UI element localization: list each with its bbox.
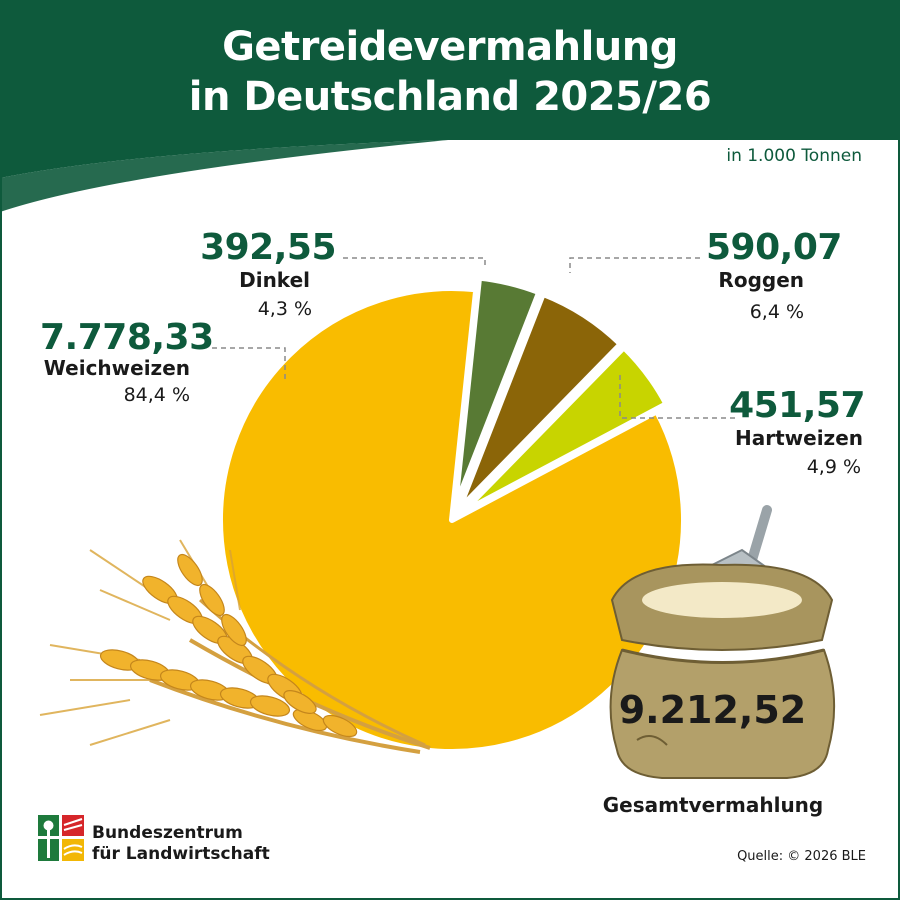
hartweizen-value: 451,57 [729, 385, 865, 426]
title-line-1: Getreidevermahlung [222, 24, 678, 70]
bzl-logo-icon [38, 815, 84, 861]
org-line-2: für Landwirtschaft [92, 844, 270, 864]
roggen-percent: 6,4 % [749, 301, 804, 323]
leader-weichweizen [212, 347, 286, 380]
page-title: Getreidevermahlung in Deutschland 2025/2… [0, 22, 900, 122]
pie-slice-roggen [455, 290, 624, 513]
leader-hartweizen [619, 375, 735, 419]
roggen-value: 590,07 [706, 227, 842, 268]
header-band [0, 0, 900, 178]
weichweizen-label: Weichweizen [43, 356, 190, 380]
org-line-1: Bundeszentrum [92, 823, 243, 843]
total-label: Gesamtvermahlung [602, 793, 824, 817]
leader-roggen [569, 257, 700, 273]
dinkel-percent: 4,3 % [257, 298, 312, 320]
weichweizen-percent: 84,4 % [123, 384, 190, 406]
weichweizen-value: 7.778,33 [40, 317, 214, 358]
title-line-2: in Deutschland 2025/26 [188, 74, 712, 120]
header-swoosh [0, 140, 448, 212]
leader-dinkel [343, 257, 486, 268]
roggen-label: Roggen [718, 268, 804, 292]
unit-note: in 1.000 Tonnen [726, 146, 862, 166]
dinkel-value: 392,55 [200, 227, 336, 268]
total-value: 9.212,52 [618, 688, 807, 732]
dinkel-label: Dinkel [239, 268, 310, 292]
pie-slice-hartweizen [458, 344, 670, 516]
flour-sack-icon [609, 505, 836, 779]
wheat-ears-icon [39, 539, 431, 754]
pie-slice-dinkel [451, 274, 543, 512]
source-note: Quelle: © 2026 BLE [737, 849, 866, 864]
hartweizen-percent: 4,9 % [806, 456, 861, 478]
org-name: Bundeszentrum für Landwirtschaft [92, 823, 270, 865]
hartweizen-label: Hartweizen [735, 426, 863, 450]
